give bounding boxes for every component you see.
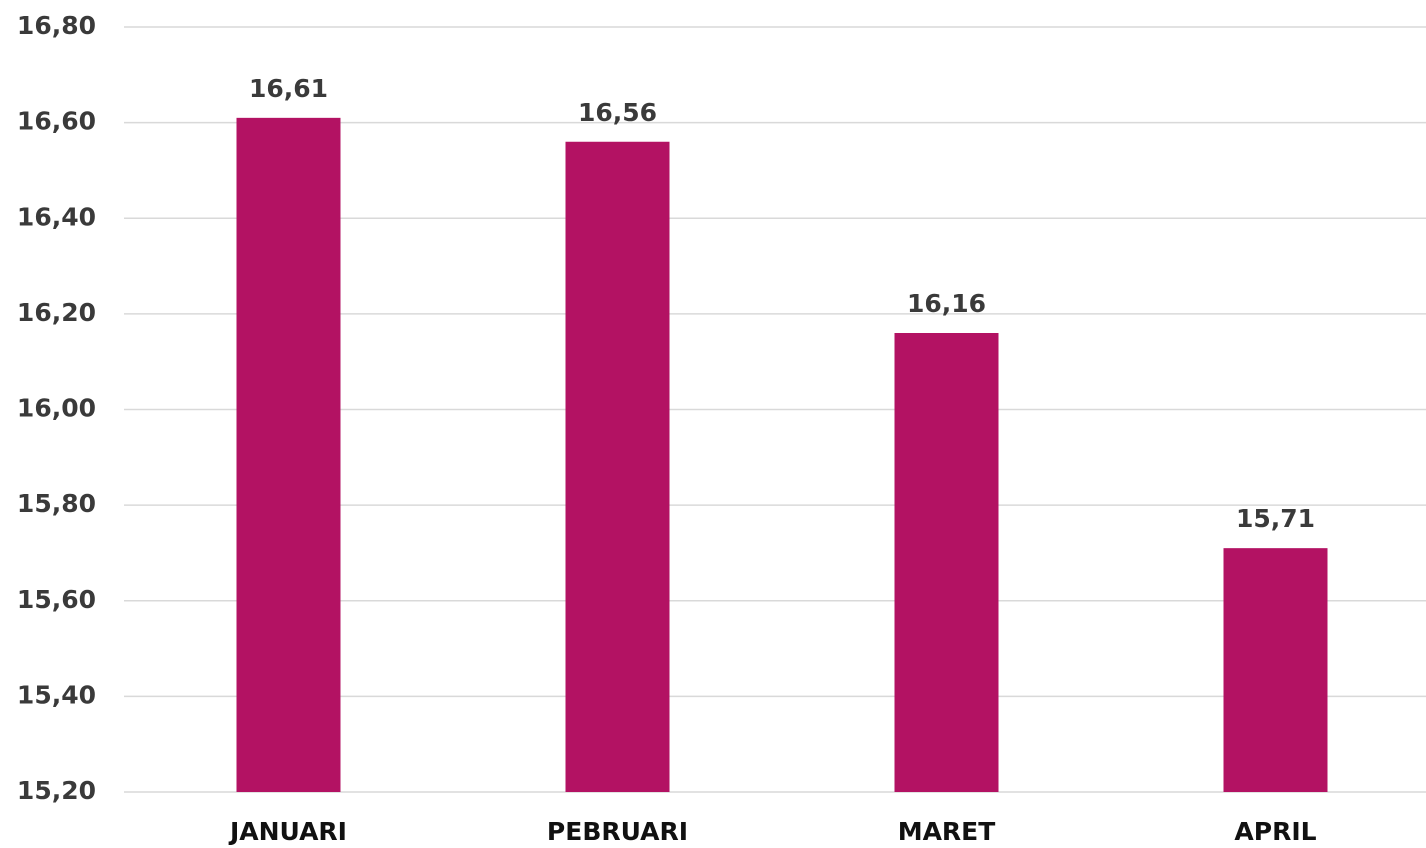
y-tick-label: 16,60 xyxy=(17,107,96,136)
x-tick-label: JANUARI xyxy=(228,817,347,846)
x-tick-label: MARET xyxy=(898,817,996,846)
data-label: 15,71 xyxy=(1236,504,1315,533)
bar xyxy=(236,117,341,792)
data-label: 16,61 xyxy=(249,74,328,103)
y-tick-label: 16,00 xyxy=(17,394,96,423)
y-tick-label: 15,60 xyxy=(17,585,96,614)
data-label: 16,56 xyxy=(578,98,657,127)
y-tick-label: 15,20 xyxy=(17,776,96,805)
x-tick-label: PEBRUARI xyxy=(547,817,688,846)
y-tick-label: 16,20 xyxy=(17,298,96,327)
y-tick-label: 15,40 xyxy=(17,680,96,709)
y-tick-label: 16,40 xyxy=(17,202,96,231)
bar xyxy=(565,141,670,792)
y-tick-label: 16,80 xyxy=(17,11,96,40)
y-tick-label: 15,80 xyxy=(17,489,96,518)
data-label: 16,16 xyxy=(907,289,986,318)
bar xyxy=(1223,548,1328,792)
x-tick-label: APRIL xyxy=(1234,817,1316,846)
bar xyxy=(894,333,999,792)
